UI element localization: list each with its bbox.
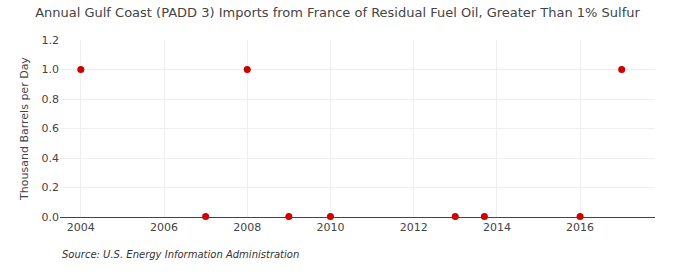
svg-text:2004: 2004 [67, 221, 95, 234]
svg-text:2012: 2012 [400, 221, 428, 234]
svg-text:0.0: 0.0 [42, 211, 60, 224]
svg-text:2016: 2016 [566, 221, 594, 234]
svg-text:2014: 2014 [483, 221, 511, 234]
svg-text:2008: 2008 [233, 221, 261, 234]
svg-text:Source: U.S. Energy Informatio: Source: U.S. Energy Information Administ… [62, 249, 299, 260]
svg-text:0.8: 0.8 [42, 93, 60, 106]
svg-text:2010: 2010 [316, 221, 344, 234]
svg-text:0.6: 0.6 [42, 122, 60, 135]
svg-text:2006: 2006 [150, 221, 178, 234]
svg-text:1.0: 1.0 [42, 63, 60, 76]
svg-text:Thousand Barrels per Day: Thousand Barrels per Day [18, 57, 31, 201]
svg-text:Annual Gulf Coast (PADD 3) Imp: Annual Gulf Coast (PADD 3) Imports from … [35, 5, 640, 20]
svg-text:0.2: 0.2 [42, 181, 60, 194]
svg-text:1.2: 1.2 [42, 34, 60, 47]
svg-text:0.4: 0.4 [42, 152, 60, 165]
